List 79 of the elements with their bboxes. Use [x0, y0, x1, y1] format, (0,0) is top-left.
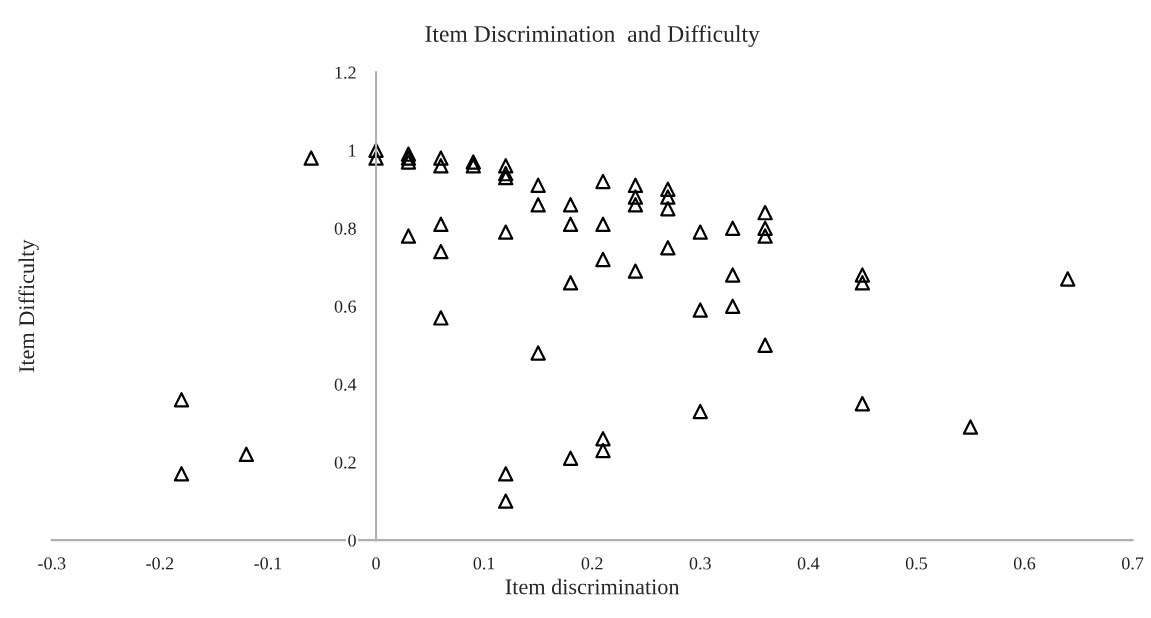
point	[757, 337, 773, 353]
point	[692, 403, 708, 420]
point	[692, 302, 708, 318]
y-axis-title: Item Difficulty	[18, 239, 39, 373]
point	[465, 158, 481, 174]
y-tick-label: 0.2	[334, 456, 356, 469]
x-tick-label: 0.5	[905, 557, 928, 570]
x-tick-label: 0.6	[1013, 557, 1036, 570]
point	[400, 150, 417, 166]
y-tick-label: 0.8	[334, 222, 356, 235]
point	[498, 493, 514, 509]
point	[433, 243, 449, 260]
point	[303, 150, 319, 166]
point	[498, 169, 514, 186]
point	[173, 466, 190, 482]
point	[498, 224, 514, 240]
y-tick-label: 1.2	[335, 66, 356, 79]
point	[595, 431, 611, 447]
point	[562, 197, 579, 213]
point	[433, 310, 449, 326]
point	[724, 220, 741, 236]
point	[498, 466, 514, 482]
point	[595, 251, 611, 268]
point	[627, 177, 644, 194]
point	[595, 173, 611, 190]
point	[854, 267, 871, 283]
x-tick-label: 0	[372, 557, 380, 570]
chart-title: Item Discrimination and Difficulty	[425, 25, 760, 47]
point	[433, 150, 449, 166]
x-axis-title: Item discrimination	[505, 578, 680, 595]
point	[238, 446, 255, 463]
point	[562, 216, 579, 233]
point	[692, 224, 708, 240]
point	[854, 395, 871, 412]
point	[433, 158, 449, 174]
point	[660, 201, 676, 217]
point	[498, 158, 514, 174]
point	[854, 275, 871, 291]
point	[660, 189, 676, 205]
point	[757, 228, 773, 244]
point	[368, 142, 384, 158]
y-tick-label: 0.6	[334, 300, 357, 313]
y-tick-label: 1	[349, 144, 356, 157]
x-tick-label: -0.1	[254, 557, 282, 570]
point	[1060, 271, 1076, 287]
point	[660, 240, 676, 256]
point	[595, 442, 611, 459]
point	[562, 275, 579, 291]
y-tick-label: 0.4	[334, 378, 357, 391]
x-tick-label: -0.3	[38, 557, 66, 570]
point	[627, 197, 644, 213]
point	[400, 154, 417, 170]
point	[627, 263, 644, 279]
point	[400, 146, 417, 162]
point	[962, 419, 979, 435]
point	[433, 216, 449, 233]
point	[660, 181, 676, 197]
point	[757, 220, 773, 236]
point	[724, 267, 741, 283]
point	[530, 345, 546, 361]
point	[173, 392, 190, 408]
point	[530, 197, 546, 213]
x-tick-label: 0.3	[689, 557, 711, 570]
x-tick-label: 0.7	[1121, 557, 1144, 570]
point	[562, 450, 579, 466]
y-tick-label: 0	[348, 534, 356, 547]
x-tick-label: -0.2	[146, 557, 174, 570]
x-tick-label: 0.4	[797, 557, 820, 570]
point	[530, 177, 546, 194]
point	[724, 298, 741, 314]
point	[400, 228, 417, 244]
x-tick-label: 0.2	[581, 557, 603, 570]
point	[595, 216, 611, 233]
point	[368, 150, 384, 166]
point	[627, 189, 644, 205]
x-tick-label: 0.1	[473, 557, 495, 570]
point	[465, 154, 481, 170]
point	[498, 165, 514, 182]
point	[757, 204, 773, 221]
